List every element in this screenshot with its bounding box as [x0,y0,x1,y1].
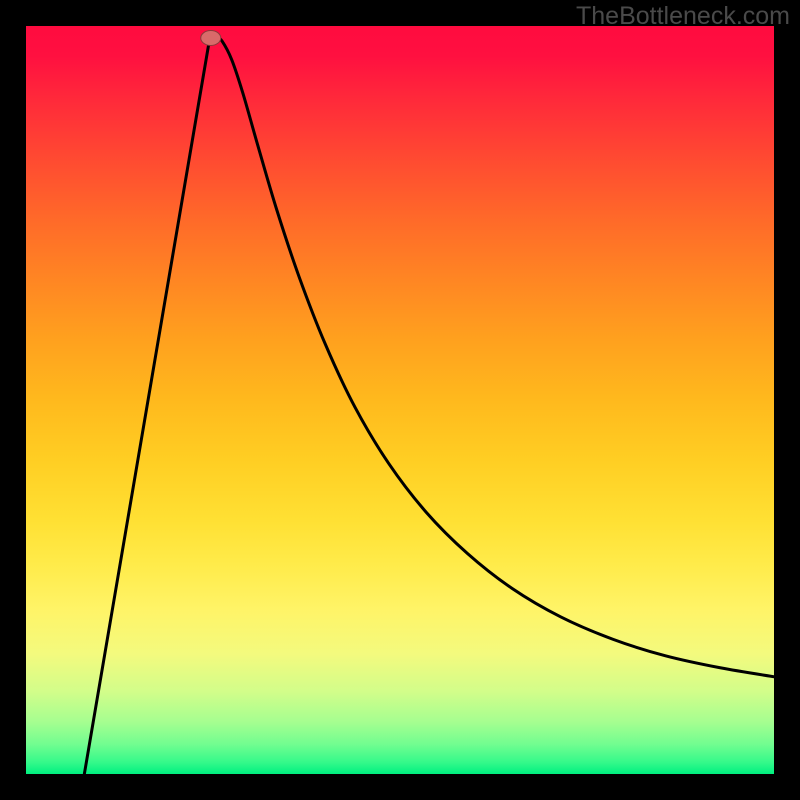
watermark-text: TheBottleneck.com [576,2,790,31]
bottleneck-curve [84,37,774,774]
optimal-point-marker [201,30,221,45]
